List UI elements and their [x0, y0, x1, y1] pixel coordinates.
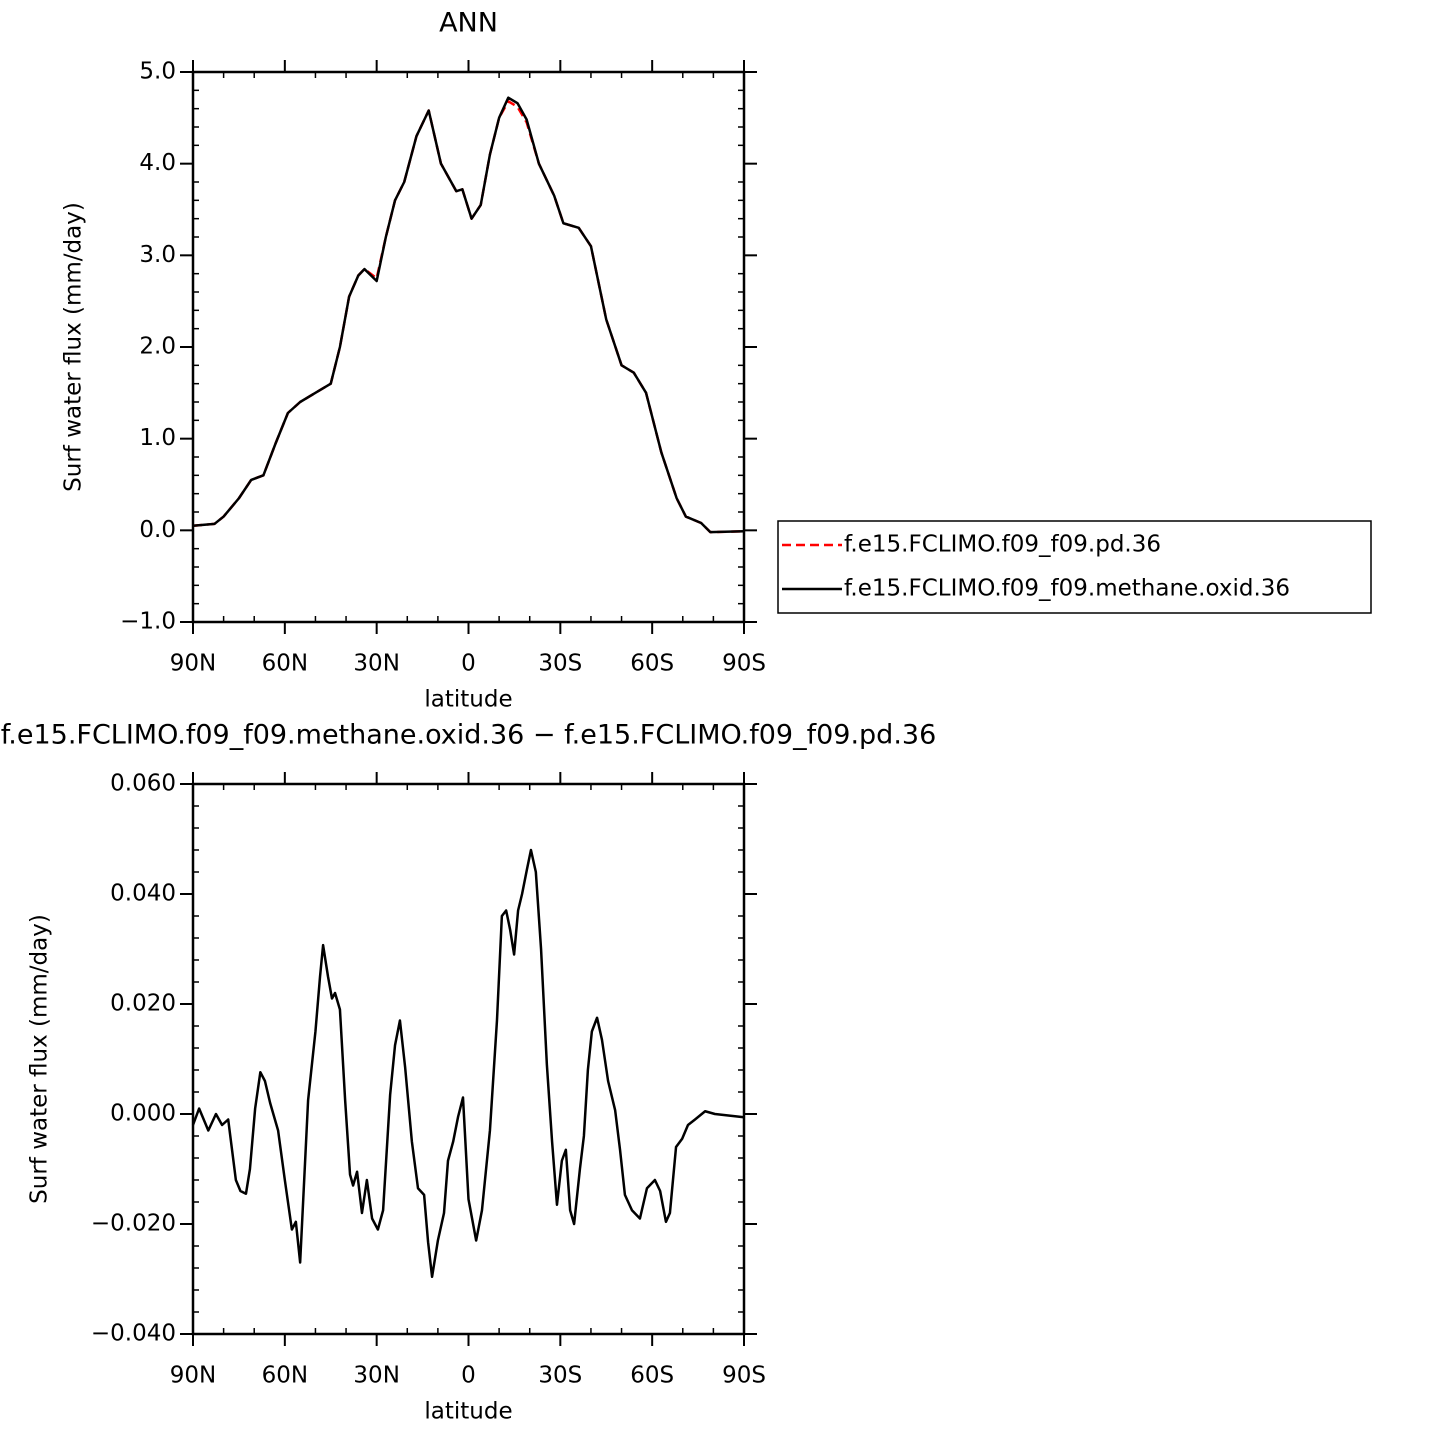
y-tick-label: 0.000 [110, 1101, 176, 1127]
data-line [191, 848, 745, 1279]
legend-label: f.e15.FCLIMO.f09_f09.methane.oxid.36 [844, 576, 1290, 602]
y-tick-label: −1.0 [120, 609, 176, 635]
y-tick-label: 0.040 [110, 881, 176, 907]
y-axis-label: Surf water flux (mm/day) [27, 914, 53, 1204]
legend: f.e15.FCLIMO.f09_f09.pd.36 f.e15.FCLIMO.f… [777, 520, 1372, 614]
chart-title: f.e15.FCLIMO.f09_f09.methane.oxid.36 − f… [1, 720, 937, 751]
plot-frame [191, 70, 746, 624]
plot-frame [191, 782, 746, 1336]
y-tick-label: 4.0 [139, 150, 176, 176]
y-tick-label: 0.0 [139, 517, 176, 543]
x-tick-label: 90N [170, 1363, 216, 1389]
y-tick-label: 3.0 [139, 242, 176, 268]
y-tick-label: 2.0 [139, 334, 176, 360]
y-tick-label: −0.020 [91, 1211, 176, 1237]
x-tick-label: 60N [262, 651, 308, 677]
x-tick-label: 90S [722, 651, 766, 677]
x-tick-label: 60N [262, 1363, 308, 1389]
x-tick-label: 0 [461, 651, 476, 677]
x-tick-label: 30S [538, 1363, 582, 1389]
x-tick-label: 30N [353, 651, 399, 677]
y-tick-label: 1.0 [139, 425, 176, 451]
legend-label: f.e15.FCLIMO.f09_f09.pd.36 [844, 532, 1161, 558]
x-tick-label: 60S [630, 1363, 674, 1389]
data-line [192, 96, 745, 534]
x-axis-label: latitude [424, 687, 512, 713]
y-axis-label: Surf water flux (mm/day) [61, 202, 87, 492]
y-tick-label: −0.040 [91, 1321, 176, 1347]
x-tick-label: 90S [722, 1363, 766, 1389]
x-tick-label: 90N [170, 651, 216, 677]
y-tick-label: 0.060 [110, 771, 176, 797]
x-tick-label: 30S [538, 651, 582, 677]
chart-title: ANN [439, 8, 498, 39]
x-tick-label: 0 [461, 1363, 476, 1389]
y-tick-label: 5.0 [139, 59, 176, 85]
x-tick-label: 30N [353, 1363, 399, 1389]
x-axis-label: latitude [424, 1399, 512, 1425]
legend-box [777, 520, 1372, 614]
data-line [192, 100, 745, 534]
y-tick-label: 0.020 [110, 991, 176, 1017]
x-tick-label: 60S [630, 651, 674, 677]
